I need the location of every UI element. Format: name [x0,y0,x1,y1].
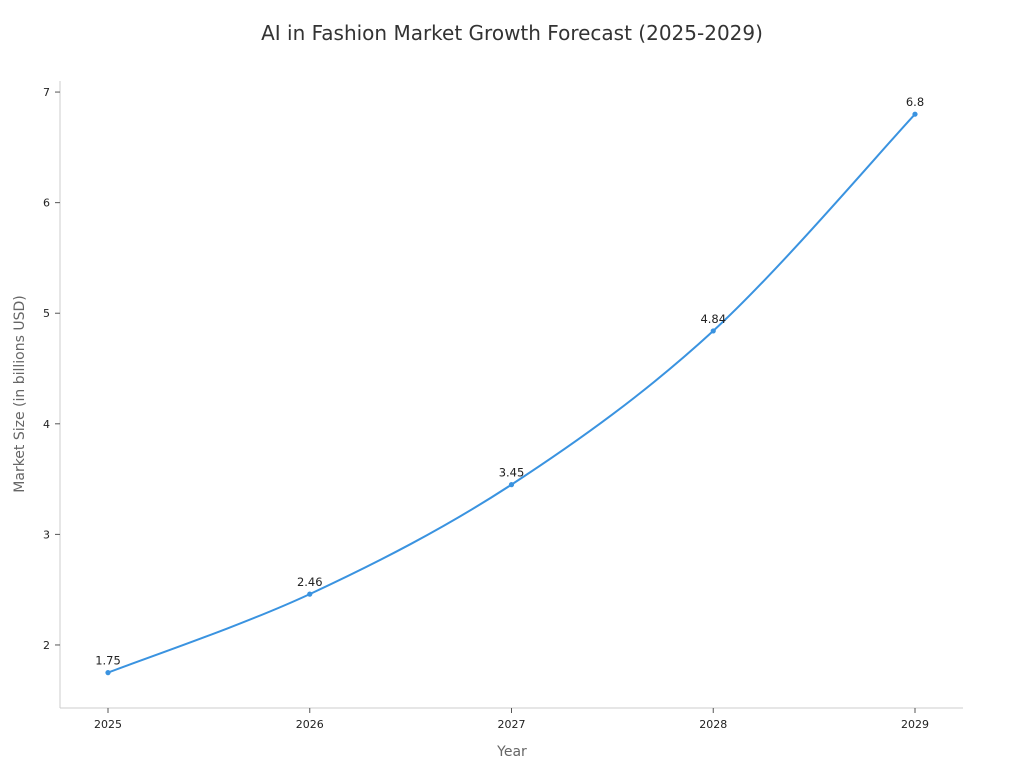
data-point [710,328,716,334]
chart-title: AI in Fashion Market Growth Forecast (20… [261,21,763,45]
y-tick-label: 7 [43,86,50,99]
data-point [912,111,918,117]
data-labels: 1.75 2.46 3.45 4.84 6.8 [95,95,924,667]
data-points [105,111,918,676]
y-axis-title: Market Size (in billions USD) [12,295,28,492]
data-point [508,482,515,488]
x-axis-title: Year [496,744,527,760]
data-label: 6.8 [906,95,924,109]
x-tick-label: 2026 [296,718,324,731]
y-tick-label: 6 [43,197,50,210]
y-tick-label: 3 [43,528,50,541]
data-label: 2.46 [297,575,323,589]
data-point [105,670,111,676]
x-tick-label: 2028 [699,718,727,731]
y-tick-label: 2 [43,639,50,652]
data-label: 3.45 [499,466,525,480]
x-axis-ticks: 2025 2026 2027 2028 2029 [94,708,929,731]
y-tick-label: 5 [43,307,50,320]
x-tick-label: 2027 [498,718,526,731]
data-point [307,591,313,597]
data-label: 4.84 [700,312,726,326]
x-tick-label: 2029 [901,718,929,731]
series-line [107,113,916,674]
y-tick-label: 4 [43,418,50,431]
y-axis-ticks: 2 3 4 5 6 7 [43,86,60,652]
data-label: 1.75 [95,654,121,668]
x-tick-label: 2025 [94,718,122,731]
